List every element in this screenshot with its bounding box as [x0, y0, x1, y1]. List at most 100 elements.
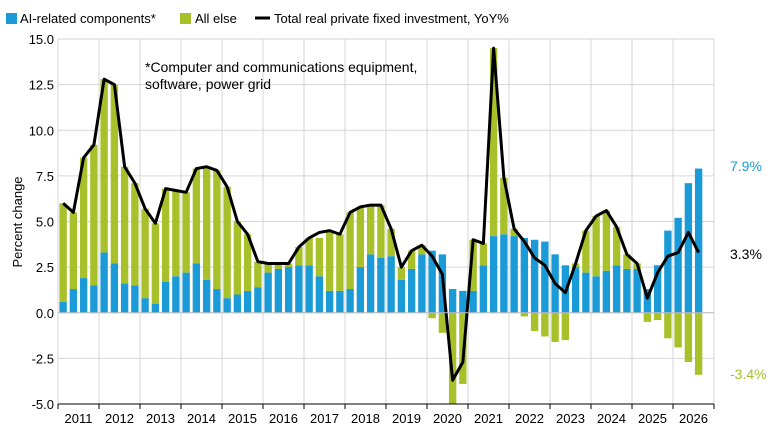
bar-else	[243, 234, 252, 291]
bar-ai	[325, 290, 334, 313]
bar-else	[643, 312, 652, 322]
bar-ai	[274, 268, 283, 313]
bar-else	[254, 261, 262, 288]
bar-else	[284, 263, 293, 268]
x-tick-label: 2011	[65, 411, 93, 426]
bar-else	[233, 221, 242, 295]
bar-ai	[489, 236, 498, 313]
bar-else	[305, 237, 313, 266]
bar-ai	[346, 289, 354, 313]
bar-ai	[110, 263, 119, 313]
bar-ai	[254, 287, 262, 313]
x-tick-label: 2012	[105, 411, 134, 426]
series-line-total	[62, 46, 700, 382]
y-tick-label: -5.0	[32, 397, 54, 412]
bar-else	[131, 183, 139, 286]
x-tick-label: 2018	[351, 411, 380, 426]
bar-else	[674, 312, 682, 348]
bar-else	[397, 267, 406, 280]
bar-ai	[664, 230, 672, 313]
legend-swatch-ai	[6, 13, 17, 24]
legend-label-line: Total real private fixed investment, YoY…	[274, 11, 509, 26]
bar-ai	[100, 252, 108, 313]
bar-ai	[90, 285, 98, 313]
y-tick-label: 5.0	[36, 215, 54, 230]
bar-else	[100, 79, 108, 253]
bar-ai	[284, 267, 293, 313]
bar-ai	[161, 281, 170, 313]
bar-else	[561, 312, 570, 341]
bar-else	[694, 312, 703, 375]
bar-else	[59, 203, 67, 302]
bar-else	[202, 166, 211, 280]
bar-else	[612, 226, 621, 266]
y-tick-label: 12.5	[29, 78, 54, 93]
bar-else	[653, 312, 662, 321]
bar-ai	[151, 303, 160, 313]
bar-else	[551, 312, 559, 342]
bar-ai	[623, 268, 631, 313]
axes-layer: 15.0 12.5 10.0 7.5 5.0 2.5 0.0 -2.5 -5.0 2011 2012…	[29, 32, 715, 426]
bar-else	[428, 312, 436, 319]
bar-ai	[172, 276, 180, 313]
bar-ai	[182, 272, 190, 313]
bar-else	[213, 170, 221, 290]
bar-ai	[541, 241, 549, 313]
bar-else	[346, 212, 354, 290]
bar-else	[602, 210, 611, 271]
bar-ai	[520, 237, 529, 313]
bar-else	[530, 312, 539, 331]
bar-else	[387, 228, 395, 257]
bar-ai	[643, 289, 652, 313]
y-axis-label: Percent change	[10, 176, 25, 267]
bar-ai	[459, 290, 467, 313]
legend-label-ai: AI-related components*	[20, 11, 156, 26]
annotation-line-2: software, power grid	[145, 76, 271, 92]
bar-ai	[141, 298, 149, 313]
bar-ai	[469, 290, 477, 313]
x-tick-label: 2026	[679, 411, 708, 426]
x-tick-label: 2019	[392, 411, 421, 426]
bars-layer	[59, 48, 703, 404]
line-layer	[62, 46, 700, 382]
bar-else	[315, 237, 324, 277]
bar-else	[223, 186, 231, 299]
bar-ai	[510, 236, 518, 313]
bar-else	[161, 188, 170, 282]
bar-ai	[500, 234, 508, 313]
x-tick-label: 2017	[310, 411, 339, 426]
legend: AI-related components* All else Total re…	[6, 11, 509, 26]
bar-else	[192, 168, 201, 264]
bar-ai	[612, 265, 621, 313]
bar-else	[336, 234, 344, 291]
end-label-else: -3.4%	[730, 366, 767, 382]
bar-else	[664, 312, 672, 339]
bar-ai	[592, 276, 600, 313]
bar-else	[407, 250, 416, 269]
bar-else	[110, 84, 119, 264]
bar-else	[325, 230, 334, 291]
x-tick-label: 2014	[187, 411, 216, 426]
bar-ai	[397, 279, 406, 313]
bar-ai	[120, 283, 129, 313]
x-tick-label: 2021	[474, 411, 503, 426]
bar-ai	[684, 183, 693, 313]
bar-else	[172, 190, 180, 277]
bar-ai	[602, 270, 611, 313]
bar-ai	[428, 250, 436, 313]
bar-else	[510, 228, 518, 237]
bar-ai	[356, 267, 365, 313]
bar-ai	[131, 285, 139, 313]
x-tick-label: 2023	[556, 411, 585, 426]
annotation-line-1: *Computer and communications equipment,	[145, 59, 417, 75]
bar-ai	[79, 278, 88, 313]
bar-ai	[571, 267, 580, 313]
bar-else	[448, 312, 457, 404]
bar-else	[274, 263, 283, 269]
y-tick-label: 10.0	[29, 123, 54, 138]
bar-else	[684, 312, 693, 363]
x-tick-label: 2022	[515, 411, 544, 426]
end-label-line: 3.3%	[730, 246, 762, 262]
